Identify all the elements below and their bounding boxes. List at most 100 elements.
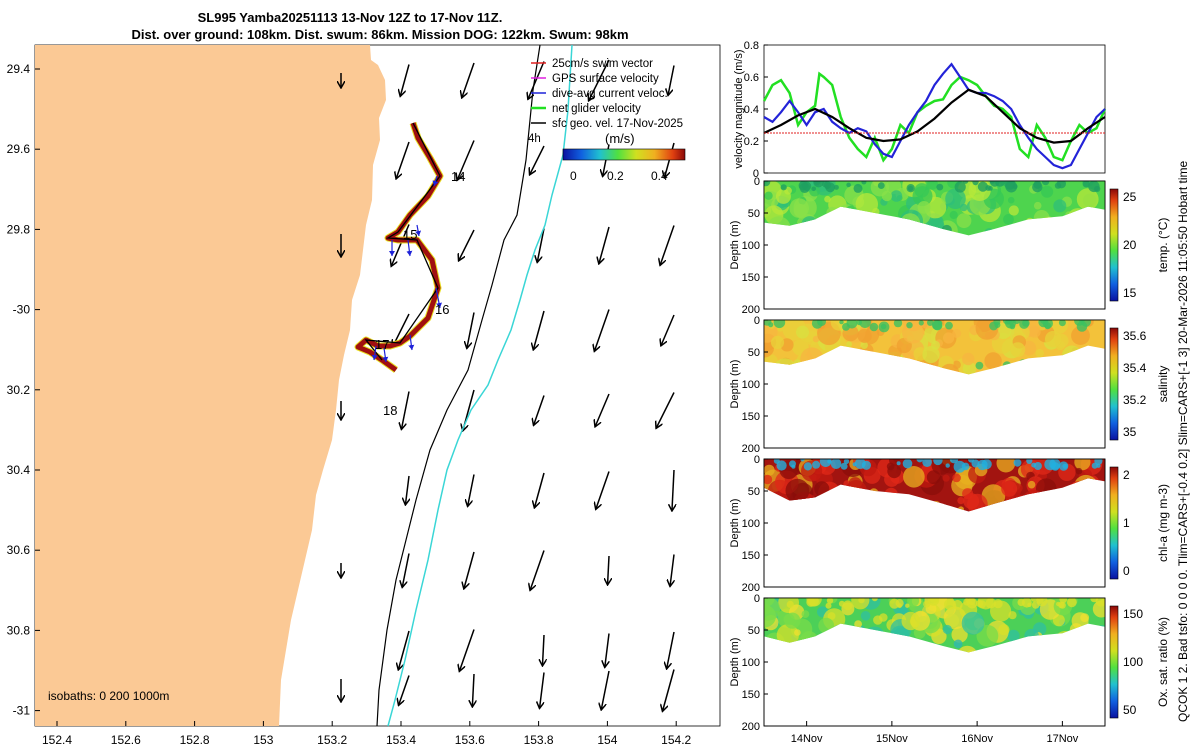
- current-vector: [672, 469, 674, 510]
- current-vector: [667, 631, 675, 668]
- side-label: QCOK 1 2. Bad tsfo: 0 0 0 0. Tlim=CARS+[…: [1176, 161, 1190, 722]
- map-xtick-label: 153: [253, 733, 273, 747]
- map-xtick-label: 152.8: [180, 733, 210, 747]
- section-panel-salinity: 0 50 100 150 200 Depth (m) 35.6 35.4 35.2 35 salin…: [729, 315, 1170, 455]
- velocity-ytick-label: 0.4: [744, 104, 759, 116]
- colorbar-label-temperature: temp. (°C): [1156, 218, 1170, 273]
- day-label-18: 18: [383, 403, 397, 418]
- depth-tick-label: 0: [754, 454, 760, 466]
- land-mass: [35, 45, 386, 726]
- velocity-series-blue: [763, 62, 1106, 170]
- depth-tick-label: 200: [742, 721, 760, 733]
- current-vector: [543, 634, 545, 665]
- current-vector: [670, 554, 674, 586]
- current-vector: [460, 629, 475, 671]
- map-ytick-label: -30: [13, 303, 31, 317]
- depth-tick-label: 200: [742, 304, 760, 316]
- colorbar-tick-label: 35.4: [1123, 361, 1147, 375]
- day-labels: 14 15 16 17 18: [375, 169, 465, 418]
- colorbar-tick-label: 35: [1123, 425, 1137, 439]
- day-label-17: 17: [375, 337, 389, 352]
- current-vector: [406, 475, 410, 504]
- section-panel-temperature: 0 50 100 150 200 Depth (m) 25 20 15 temp. (°C): [729, 176, 1170, 316]
- day-label-15: 15: [403, 227, 417, 242]
- current-vector: [535, 472, 545, 507]
- current-vector: [392, 224, 410, 266]
- map-y-axis: 29.4 29.6 29.8 -30 30.2 30.4 30.6 30.8 -31: [7, 62, 40, 718]
- colorbar-tick-label: 2: [1123, 468, 1130, 482]
- colorbar-tick-label: 50: [1123, 703, 1137, 717]
- current-vector: [528, 61, 545, 99]
- current-vector: [464, 551, 475, 588]
- current-arrow-field: [341, 59, 675, 711]
- map-panel: 14 15 16 17 18 25cm/s swim vector GPS su…: [7, 44, 721, 747]
- current-vector: [599, 226, 610, 263]
- depth-tick-label: 150: [742, 411, 760, 423]
- current-vector: [396, 141, 410, 178]
- chart-title-line1: SL995 Yamba20251113 13-Nov 12Z to 17-Nov…: [197, 10, 503, 25]
- isobath-1000m: [387, 44, 573, 727]
- map-ytick-label: 30.8: [7, 623, 31, 637]
- current-vector: [605, 633, 610, 667]
- velocity-ylabel: velocity magnitude (m/s): [733, 49, 745, 168]
- velocity-ytick-label: 0.6: [744, 72, 759, 84]
- colorbar-tick-label: 1: [1123, 516, 1130, 530]
- colorbar-salinity: [1109, 327, 1119, 441]
- map-colorbar-label: (m/s): [605, 131, 635, 146]
- current-vector: [668, 65, 675, 95]
- depth-axis-label: Depth (m): [729, 360, 741, 409]
- colorbar-label-oxygen: Ox. sat. ratio (%): [1156, 617, 1170, 707]
- colorbar-tick-label: 15: [1123, 286, 1137, 300]
- map-xtick-label: 152.4: [42, 733, 72, 747]
- current-vector: [467, 312, 475, 348]
- map-xtick-label: 154: [597, 733, 617, 747]
- depth-tick-label: 150: [742, 272, 760, 284]
- current-vector: [534, 395, 545, 425]
- isobath-200m: [376, 44, 541, 727]
- current-vector: [462, 62, 475, 97]
- velocity-ytick-label: 0.8: [744, 40, 759, 52]
- map-xtick-label: 152.6: [111, 733, 141, 747]
- map-ytick-label: 29.4: [7, 62, 31, 76]
- current-vector: [457, 140, 475, 180]
- current-vector: [537, 228, 545, 262]
- depth-tick-label: 100: [742, 379, 760, 391]
- map-ytick-label: -31: [13, 704, 31, 718]
- depth-tick-label: 50: [748, 486, 760, 498]
- colorbar-tick-label: 100: [1123, 655, 1143, 669]
- glider-net-path: [364, 122, 441, 361]
- map-xtick-label: 153.2: [317, 733, 347, 747]
- dive-current-arrows: [371, 175, 442, 363]
- velocity-ytick-label: 0.2: [744, 136, 759, 148]
- map-ytick-label: 30.6: [7, 543, 31, 557]
- current-vector: [399, 630, 410, 669]
- time-tick-label: 16Nov: [961, 733, 993, 745]
- legend-gps-velocity: GPS surface velocity: [552, 73, 659, 85]
- isobaths-label: isobaths: 0 200 1000m: [48, 689, 169, 703]
- current-vector: [400, 64, 410, 96]
- current-vector: [459, 229, 475, 260]
- map-legend: 25cm/s swim vector GPS surface velocity …: [528, 58, 683, 145]
- colorbar-tick-label: 25: [1123, 190, 1137, 204]
- map-xtick-label: 153.6: [455, 733, 485, 747]
- depth-tick-label: 100: [742, 240, 760, 252]
- map-colorbar: (m/s) 0 0.2 0.4: [562, 131, 686, 183]
- depth-tick-label: 0: [754, 176, 760, 188]
- map-colorbar-tick-0: 0: [570, 169, 577, 183]
- colorbar-chl-a: [1109, 466, 1119, 580]
- current-vector: [663, 669, 675, 711]
- time-tick-label: 15Nov: [876, 733, 908, 745]
- time-tick-label: 17Nov: [1046, 733, 1078, 745]
- legend-time: 4h: [528, 133, 541, 145]
- depth-tick-label: 50: [748, 208, 760, 220]
- depth-tick-label: 200: [742, 443, 760, 455]
- depth-tick-label: 100: [742, 518, 760, 530]
- map-xtick-label: 153.4: [386, 733, 416, 747]
- chart-title-line2: Dist. over ground: 108km. Dist. swum: 86…: [131, 27, 629, 42]
- current-vector: [399, 675, 410, 705]
- map-xtick-label: 153.8: [524, 733, 554, 747]
- day-label-14: 14: [451, 169, 465, 184]
- depth-tick-label: 0: [754, 593, 760, 605]
